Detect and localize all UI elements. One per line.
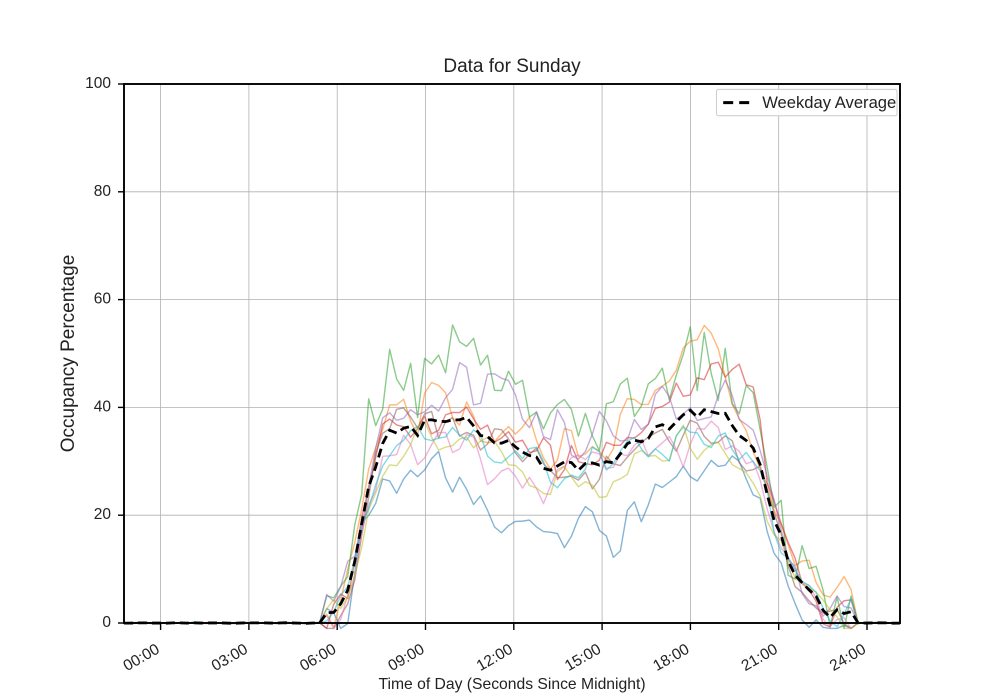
svg-text:100: 100	[85, 75, 111, 92]
svg-text:06:00: 06:00	[297, 641, 339, 675]
svg-text:20: 20	[94, 506, 112, 523]
svg-text:15:00: 15:00	[562, 641, 604, 675]
svg-text:Time of Day (Seconds Since Mid: Time of Day (Seconds Since Midnight)	[378, 676, 645, 693]
svg-text:Weekday Average: Weekday Average	[762, 93, 896, 112]
svg-text:12:00: 12:00	[474, 641, 516, 675]
svg-text:60: 60	[94, 291, 112, 308]
svg-text:Occupancy Percentage: Occupancy Percentage	[58, 255, 79, 453]
svg-text:00:00: 00:00	[121, 641, 163, 675]
svg-text:40: 40	[94, 398, 112, 415]
svg-text:24:00: 24:00	[827, 641, 869, 675]
svg-text:18:00: 18:00	[650, 641, 692, 675]
svg-text:80: 80	[94, 183, 112, 200]
svg-text:Data for Sunday: Data for Sunday	[443, 56, 581, 77]
svg-text:21:00: 21:00	[739, 641, 781, 675]
svg-text:09:00: 09:00	[385, 641, 427, 675]
svg-text:03:00: 03:00	[209, 641, 251, 675]
svg-text:0: 0	[102, 614, 111, 631]
